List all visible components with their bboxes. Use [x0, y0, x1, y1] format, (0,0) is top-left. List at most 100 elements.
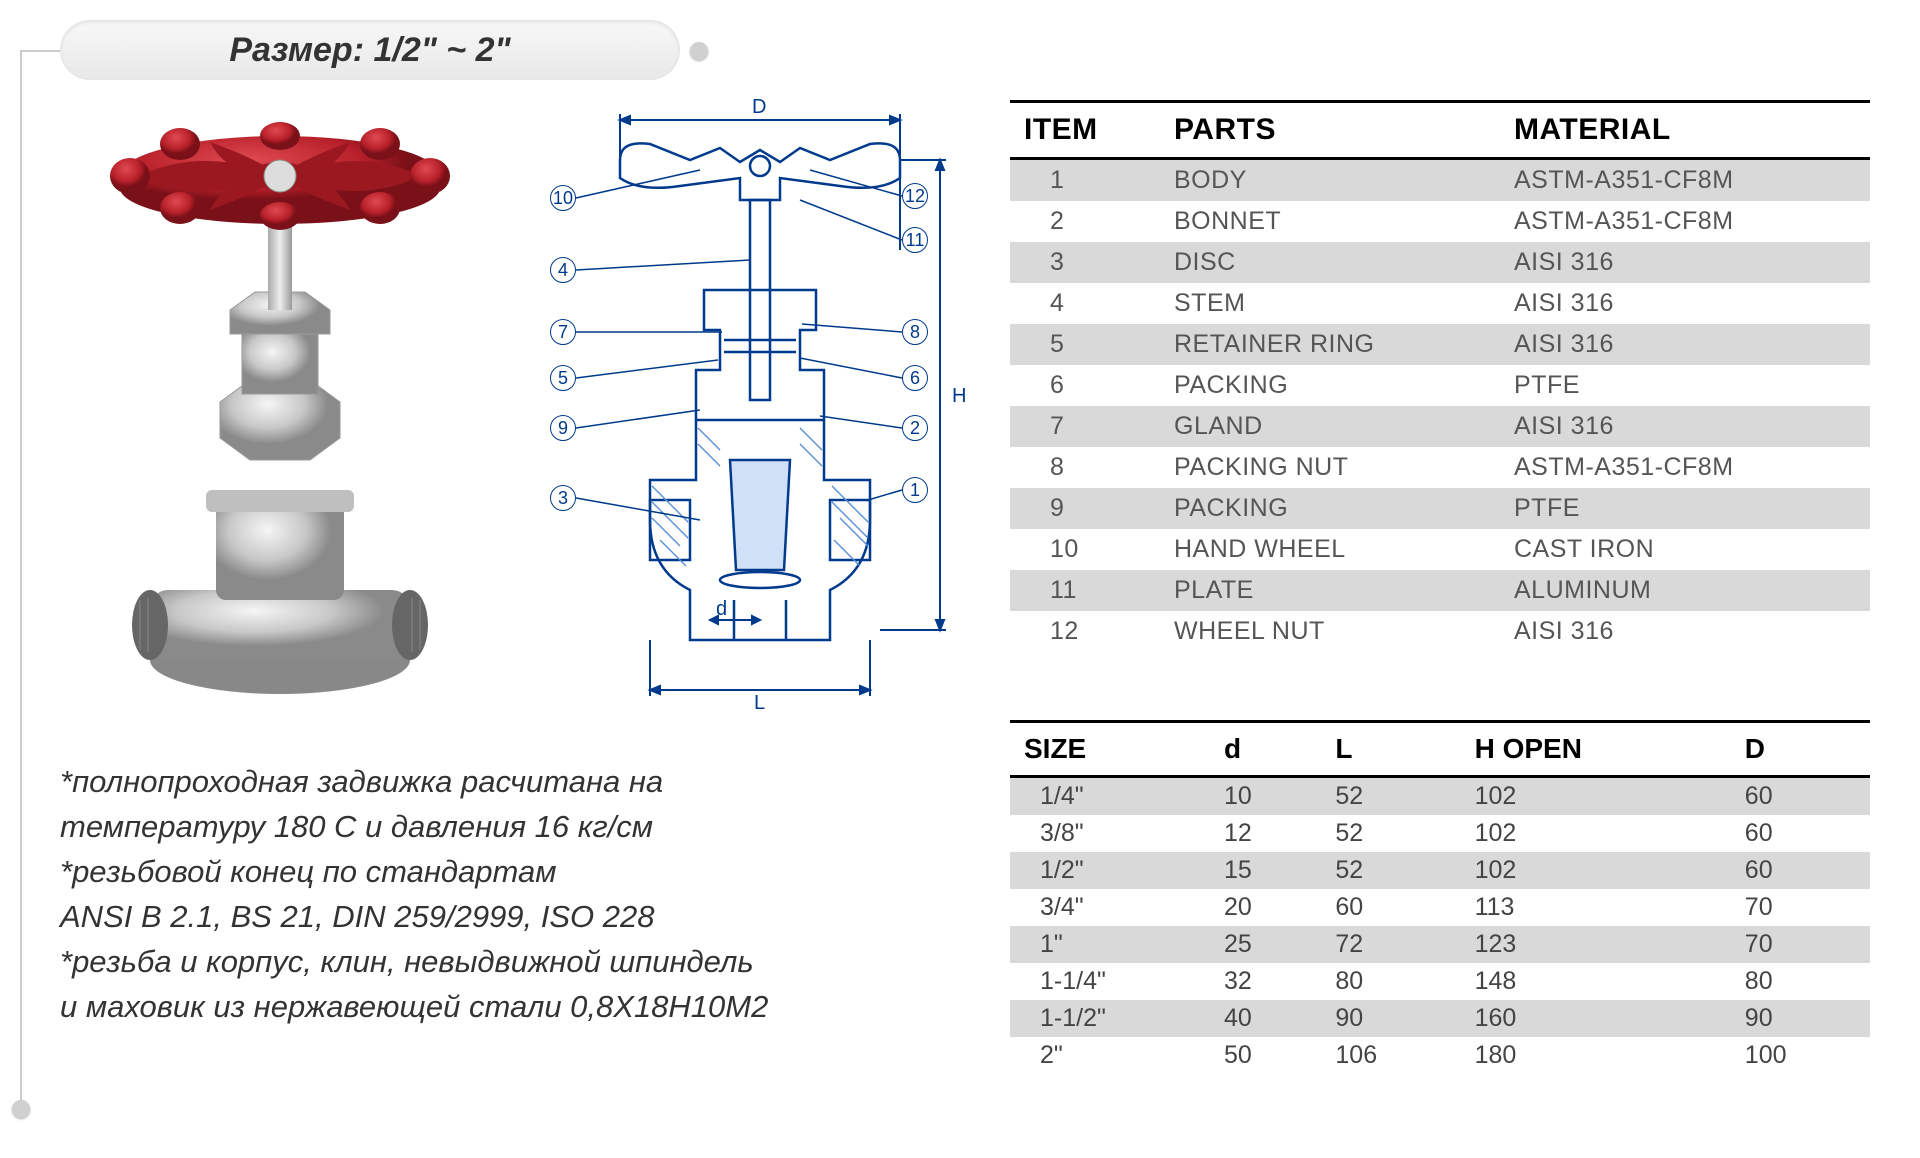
spec-notes: *полнопроходная задвижка расчитана на те… — [60, 760, 980, 1030]
diagram-callout: 10 — [550, 185, 576, 211]
parts-cell: PTFE — [1500, 488, 1870, 529]
size-row: 3/4"206011370 — [1010, 889, 1870, 926]
size-cell: 52 — [1321, 852, 1460, 889]
technical-diagram: 10 4 7 5 9 3 12 11 8 6 2 1 D H d L — [500, 100, 980, 720]
size-cell: 90 — [1731, 1000, 1870, 1037]
note-line: температуру 180 С и давления 16 кг/см — [60, 805, 980, 850]
dim-label-l: L — [754, 692, 765, 715]
parts-header-parts: PARTS — [1160, 102, 1500, 159]
parts-cell: WHEEL NUT — [1160, 611, 1500, 652]
size-cell: 72 — [1321, 926, 1460, 963]
diagram-callout: 5 — [550, 365, 576, 391]
size-cell: 180 — [1461, 1037, 1731, 1074]
parts-cell: RETAINER RING — [1160, 324, 1500, 365]
parts-cell: DISC — [1160, 242, 1500, 283]
size-cell: 20 — [1210, 889, 1321, 926]
parts-cell: 7 — [1010, 406, 1160, 447]
size-cell: 90 — [1321, 1000, 1460, 1037]
size-row: 1/2"155210260 — [1010, 852, 1870, 889]
parts-cell: ASTM-A351-CF8M — [1500, 201, 1870, 242]
parts-row: 11PLATEALUMINUM — [1010, 570, 1870, 611]
parts-cell: 12 — [1010, 611, 1160, 652]
size-cell: 100 — [1731, 1037, 1870, 1074]
size-cell: 1-1/2" — [1010, 1000, 1210, 1037]
parts-cell: 11 — [1010, 570, 1160, 611]
parts-cell: GLAND — [1160, 406, 1500, 447]
size-cell: 50 — [1210, 1037, 1321, 1074]
parts-header-material: MATERIAL — [1500, 102, 1870, 159]
parts-cell: 8 — [1010, 447, 1160, 488]
size-header-size: SIZE — [1010, 722, 1210, 777]
diagram-callout: 6 — [902, 365, 928, 391]
parts-row: 1BODYASTM-A351-CF8M — [1010, 159, 1870, 202]
dim-label-d-upper: D — [752, 96, 766, 119]
parts-row: 10HAND WHEELCAST IRON — [1010, 529, 1870, 570]
parts-cell: 5 — [1010, 324, 1160, 365]
size-header-dcap: D — [1731, 722, 1870, 777]
size-cell: 1/2" — [1010, 852, 1210, 889]
parts-cell: PACKING — [1160, 365, 1500, 406]
size-cell: 102 — [1461, 815, 1731, 852]
size-banner: Размер: 1/2" ~ 2" — [60, 20, 680, 80]
parts-cell: ASTM-A351-CF8M — [1500, 159, 1870, 202]
parts-cell: CAST IRON — [1500, 529, 1870, 570]
size-cell: 1/4" — [1010, 777, 1210, 816]
size-table: SIZE d L H OPEN D 1/4"1052102603/8"12521… — [1010, 720, 1870, 1074]
parts-row: 12WHEEL NUTAISI 316 — [1010, 611, 1870, 652]
size-cell: 1" — [1010, 926, 1210, 963]
diagram-callout: 9 — [550, 415, 576, 441]
parts-cell: AISI 316 — [1500, 406, 1870, 447]
parts-cell: AISI 316 — [1500, 324, 1870, 365]
size-header-l: L — [1321, 722, 1460, 777]
decor-line-horizontal — [20, 50, 60, 52]
decor-line-vertical — [20, 50, 22, 1110]
size-cell: 12 — [1210, 815, 1321, 852]
product-photo — [90, 110, 470, 730]
parts-cell: PACKING NUT — [1160, 447, 1500, 488]
size-cell: 2" — [1010, 1037, 1210, 1074]
parts-cell: ASTM-A351-CF8M — [1500, 447, 1870, 488]
size-cell: 80 — [1321, 963, 1460, 1000]
size-cell: 10 — [1210, 777, 1321, 816]
size-cell: 106 — [1321, 1037, 1460, 1074]
size-row: 1/4"105210260 — [1010, 777, 1870, 816]
size-cell: 1-1/4" — [1010, 963, 1210, 1000]
parts-cell: PLATE — [1160, 570, 1500, 611]
diagram-callout: 4 — [550, 257, 576, 283]
size-row: 3/8"125210260 — [1010, 815, 1870, 852]
size-cell: 60 — [1321, 889, 1460, 926]
note-line: *резьбовой конец по стандартам — [60, 850, 980, 895]
parts-cell: 3 — [1010, 242, 1160, 283]
size-header-d: d — [1210, 722, 1321, 777]
parts-cell: BONNET — [1160, 201, 1500, 242]
parts-cell: BODY — [1160, 159, 1500, 202]
note-line: ANSI B 2.1, BS 21, DIN 259/2999, ISO 228 — [60, 895, 980, 940]
parts-header-item: ITEM — [1010, 102, 1160, 159]
size-cell: 60 — [1731, 815, 1870, 852]
diagram-callout: 1 — [902, 477, 928, 503]
size-cell: 25 — [1210, 926, 1321, 963]
size-row: 2"50106180100 — [1010, 1037, 1870, 1074]
size-cell: 80 — [1731, 963, 1870, 1000]
parts-cell: PACKING — [1160, 488, 1500, 529]
size-cell: 70 — [1731, 926, 1870, 963]
size-cell: 52 — [1321, 777, 1460, 816]
parts-row: 6PACKINGPTFE — [1010, 365, 1870, 406]
parts-row: 5RETAINER RINGAISI 316 — [1010, 324, 1870, 365]
size-cell: 60 — [1731, 852, 1870, 889]
size-row: 1-1/2"409016090 — [1010, 1000, 1870, 1037]
size-cell: 160 — [1461, 1000, 1731, 1037]
parts-cell: STEM — [1160, 283, 1500, 324]
parts-row: 9PACKINGPTFE — [1010, 488, 1870, 529]
parts-cell: 4 — [1010, 283, 1160, 324]
size-cell: 102 — [1461, 777, 1731, 816]
parts-cell: AISI 316 — [1500, 283, 1870, 324]
parts-cell: 9 — [1010, 488, 1160, 529]
size-cell: 113 — [1461, 889, 1731, 926]
size-cell: 102 — [1461, 852, 1731, 889]
parts-row: 8PACKING NUTASTM-A351-CF8M — [1010, 447, 1870, 488]
parts-row: 7GLANDAISI 316 — [1010, 406, 1870, 447]
size-cell: 70 — [1731, 889, 1870, 926]
diagram-callout: 11 — [902, 227, 928, 253]
note-line: и маховик из нержавеющей стали 0,8Х18Н10… — [60, 985, 980, 1030]
